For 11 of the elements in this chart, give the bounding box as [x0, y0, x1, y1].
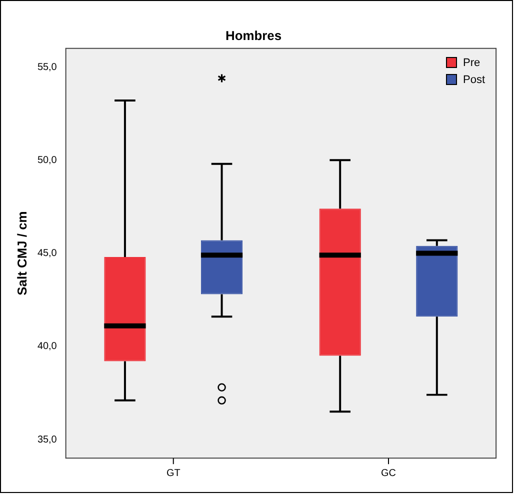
y-axis-title: Salt CMJ / cm	[14, 211, 30, 296]
y-tick-label: 55,0	[37, 62, 58, 73]
x-tick-label: GT	[166, 468, 180, 479]
legend-label: Pre	[462, 56, 480, 68]
y-tick-label: 35,0	[37, 434, 58, 446]
y-tick-label: 50,0	[37, 154, 58, 166]
x-tick-label: GC	[381, 468, 396, 479]
y-tick-label: 40,0	[37, 341, 58, 352]
chart-title: Hombres	[225, 28, 282, 44]
y-tick-label: 45,0	[37, 248, 58, 260]
legend-label: Post	[462, 74, 485, 86]
